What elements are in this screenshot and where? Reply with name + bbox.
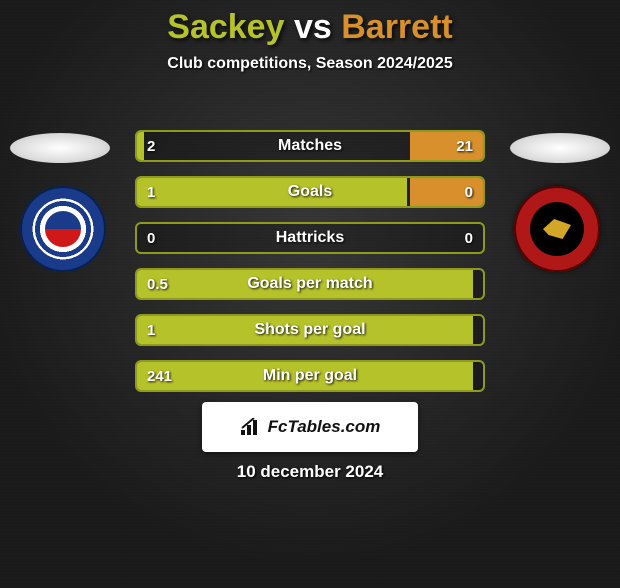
stat-label: Shots per goal <box>137 316 483 344</box>
subtitle: Club competitions, Season 2024/2025 <box>0 55 620 73</box>
stat-row-min-per-goal: 241Min per goal <box>135 360 485 392</box>
source-badge: FcTables.com <box>202 402 418 452</box>
stat-row-goals-per-match: 0.5Goals per match <box>135 268 485 300</box>
stat-label: Matches <box>137 132 483 160</box>
stat-label: Goals <box>137 178 483 206</box>
club-crest-right-icon <box>514 186 600 272</box>
page-title: Sackey vs Barrett <box>0 8 620 47</box>
stat-label: Goals per match <box>137 270 483 298</box>
stat-row-shots-per-goal: 1Shots per goal <box>135 314 485 346</box>
fctables-logo-icon <box>240 418 262 436</box>
stat-label: Min per goal <box>137 362 483 390</box>
stat-row-matches: 221Matches <box>135 130 485 162</box>
footer-date: 10 december 2024 <box>0 462 620 482</box>
title-player1: Sackey <box>167 8 284 46</box>
title-player2: Barrett <box>341 8 452 46</box>
title-vs: vs <box>285 8 342 46</box>
source-badge-text: FcTables.com <box>268 417 381 437</box>
stats-chart: 221Matches 10Goals 00Hattricks 0.5Goals per… <box>135 130 485 406</box>
club-crest-left-icon <box>20 186 106 272</box>
flag-left-icon <box>10 133 110 163</box>
flag-right-icon <box>510 133 610 163</box>
stat-row-goals: 10Goals <box>135 176 485 208</box>
stat-row-hattricks: 00Hattricks <box>135 222 485 254</box>
stat-label: Hattricks <box>137 224 483 252</box>
